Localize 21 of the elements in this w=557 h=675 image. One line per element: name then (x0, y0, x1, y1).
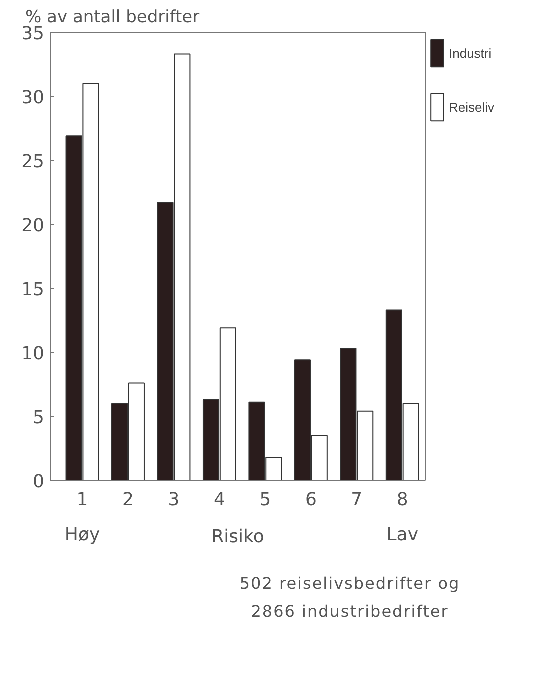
text: Høy (64, 524, 100, 546)
y-tick-label: 5 (33, 408, 44, 428)
legend-label: Reiseliv (449, 100, 496, 114)
y-tick-label: 10 (22, 344, 44, 364)
x-tick-label: 6 (305, 490, 317, 510)
x-axis-title: Risiko (212, 526, 264, 548)
text: Lav (386, 524, 419, 546)
x-tick-label: 8 (396, 490, 408, 510)
y-tick-label: 15 (22, 280, 44, 300)
y-tick-label: 0 (33, 472, 44, 492)
x-tick-label: 1 (76, 490, 88, 510)
x-tick-label: 4 (214, 490, 226, 510)
x-tick-label: 2 (122, 490, 134, 510)
x-tick-label: 3 (168, 490, 180, 510)
y-tick-label: 30 (22, 88, 44, 108)
y-tick-label: 25 (22, 152, 44, 172)
x-tick-label: 7 (351, 490, 363, 510)
x-tick-label: 5 (260, 490, 272, 510)
legend-label: Industri (449, 46, 493, 60)
y-tick-label: 20 (22, 216, 44, 236)
text: 502 reiselivsbedrifter og 2866 industribedrifter (240, 573, 460, 623)
